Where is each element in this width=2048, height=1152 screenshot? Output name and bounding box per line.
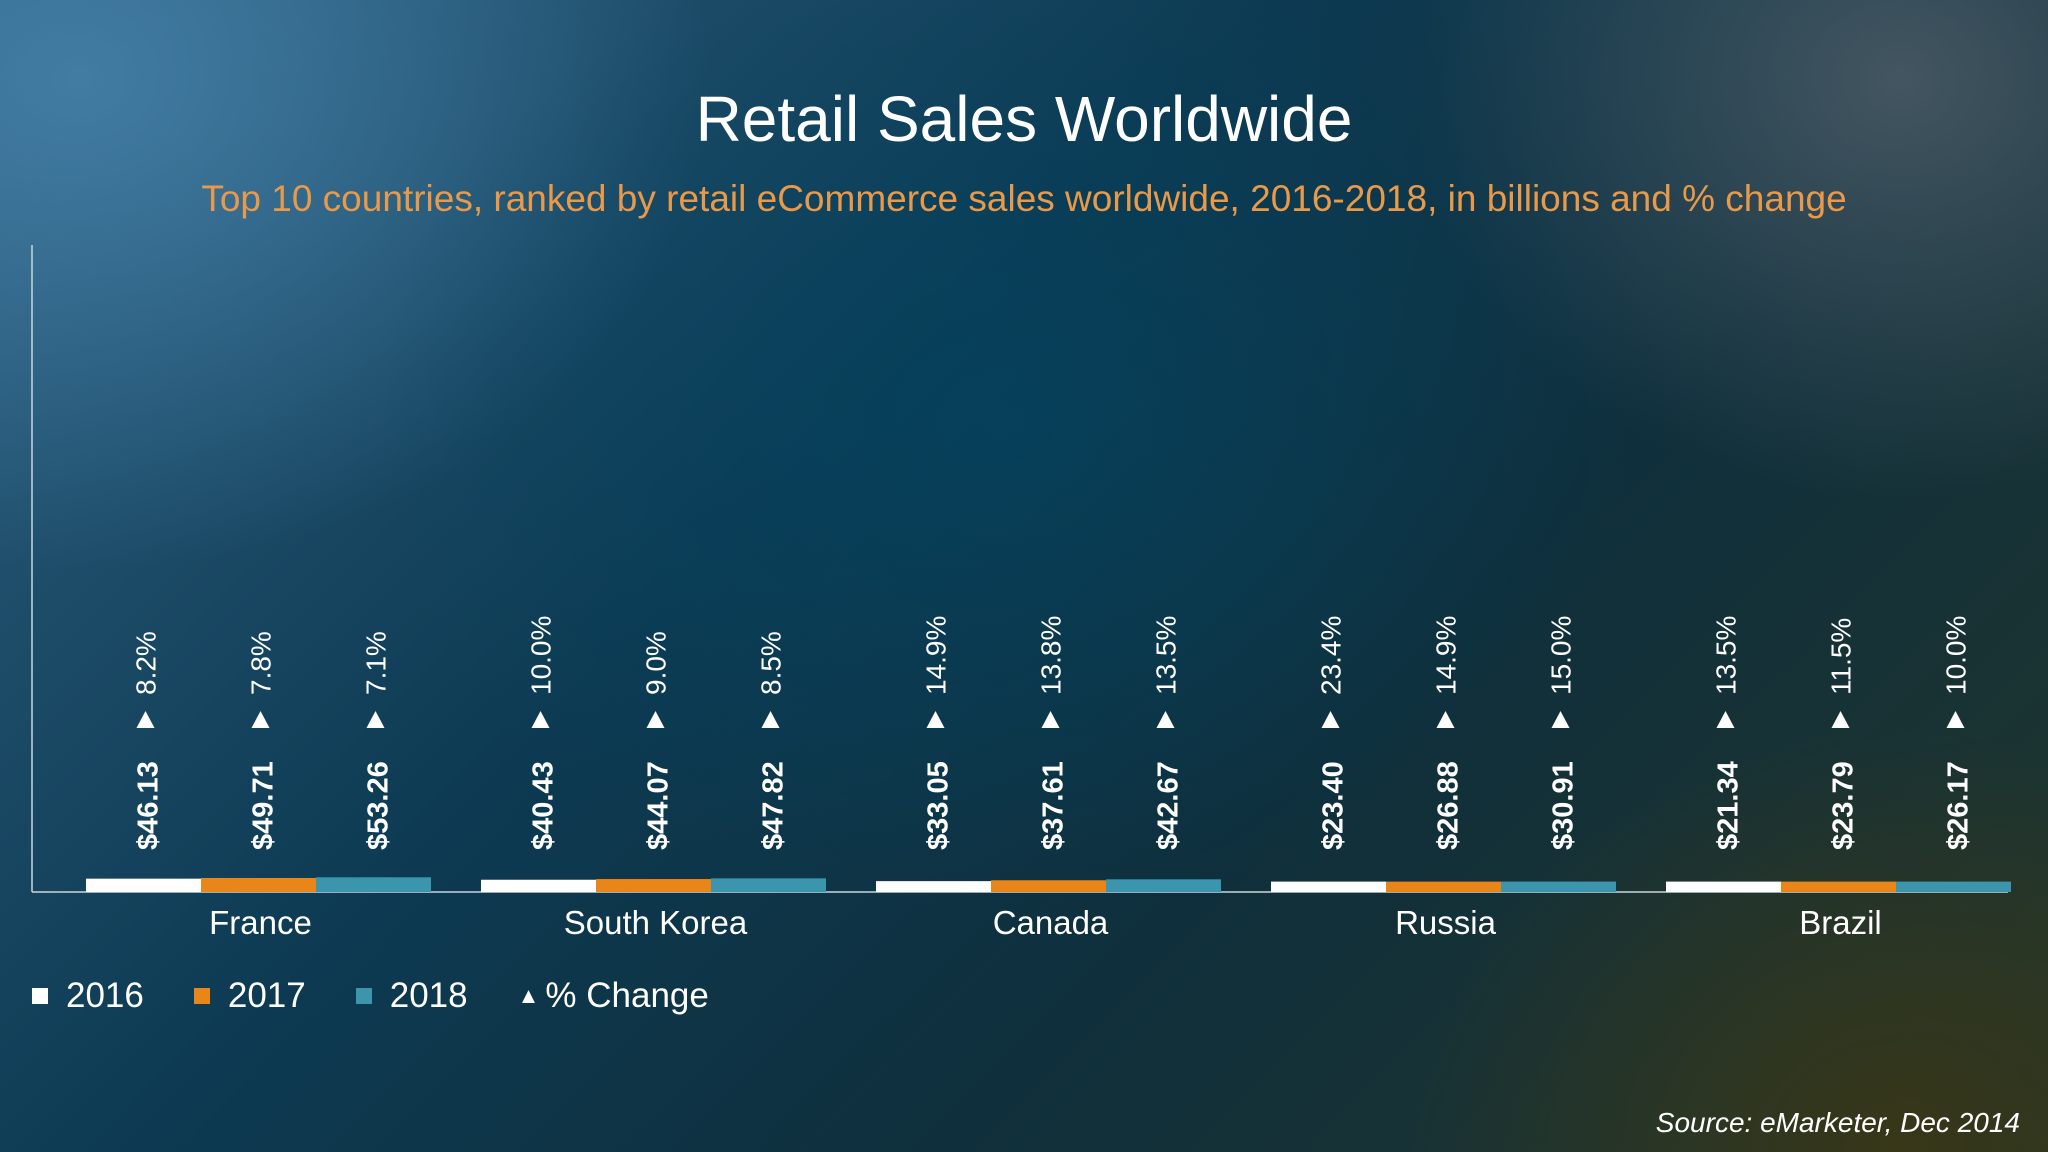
bar-2017-canada	[991, 880, 1106, 892]
bar-2017-france	[201, 877, 316, 892]
change-label: 7.8%	[246, 631, 277, 695]
change-label: 14.9%	[1431, 616, 1462, 695]
bar-2018-south-korea	[711, 878, 826, 892]
data-label: $53.26	[363, 761, 395, 850]
chart-title: Retail Sales Worldwide	[695, 83, 1353, 155]
data-label: $49.71	[248, 761, 280, 850]
bar-2017-russia	[1386, 881, 1501, 892]
data-label: $40.43	[528, 761, 560, 850]
change-triangle-icon	[136, 711, 155, 728]
chart-subtitle: Top 10 countries, ranked by retail eComm…	[201, 178, 1847, 219]
change-label: 8.2%	[131, 631, 162, 695]
bar-2018-france	[316, 877, 431, 892]
bar-2016-canada	[876, 881, 991, 892]
data-label: $21.34	[1713, 761, 1745, 850]
legend-item-2018: 2018	[355, 976, 468, 1016]
bar-2016-brazil	[1666, 881, 1781, 892]
legend: 2016 2017 2018 ▲ % Change	[32, 972, 759, 1020]
data-label: $26.88	[1433, 761, 1465, 850]
category-label: Russia	[1395, 904, 1497, 941]
data-label: $33.05	[923, 761, 955, 850]
bar-2016-france	[86, 878, 201, 892]
change-triangle-icon	[1156, 711, 1175, 728]
data-label: $44.07	[643, 761, 675, 850]
bar-2016-south-korea	[481, 879, 596, 892]
data-label: $46.13	[133, 761, 165, 850]
bar-2018-brazil	[1896, 881, 2011, 892]
change-label: 10.0%	[526, 616, 557, 695]
legend-swatch-2018	[355, 988, 372, 1004]
change-label: 9.0%	[641, 631, 672, 695]
legend-item-2016: 2016	[32, 976, 144, 1016]
data-label: $23.40	[1318, 761, 1350, 850]
change-triangle-icon	[1716, 711, 1735, 728]
source-note: Source: eMarketer, Dec 2014	[1655, 1107, 2020, 1138]
change-triangle-icon	[1321, 711, 1340, 728]
category-label: France	[209, 904, 312, 941]
bar-2017-south-korea	[596, 879, 711, 892]
legend-label-change: % Change	[545, 976, 709, 1015]
legend-label-2017: 2017	[227, 976, 306, 1015]
change-label: 15.0%	[1546, 616, 1577, 695]
change-triangle-icon	[926, 711, 945, 728]
category-label: South Korea	[564, 904, 748, 941]
change-triangle-icon	[646, 711, 665, 728]
bar-2016-russia	[1271, 881, 1386, 892]
change-label: 23.4%	[1316, 616, 1347, 695]
change-triangle-icon	[366, 711, 385, 728]
data-label: $47.82	[758, 761, 790, 850]
data-label: $23.79	[1828, 761, 1860, 850]
data-label: $30.91	[1548, 761, 1580, 850]
change-label: 13.8%	[1036, 616, 1067, 695]
change-label: 13.5%	[1151, 616, 1182, 695]
change-triangle-icon	[531, 711, 550, 728]
change-label: 14.9%	[921, 616, 952, 695]
change-label: 11.5%	[1826, 618, 1857, 695]
change-label: 7.1%	[361, 631, 392, 695]
legend-swatch-2017	[193, 988, 210, 1004]
bar-2018-canada	[1106, 879, 1221, 892]
bar-2018-russia	[1501, 881, 1616, 892]
change-label: 10.0%	[1941, 616, 1972, 695]
change-triangle-icon	[1436, 711, 1455, 728]
change-triangle-icon	[1946, 711, 1965, 728]
bar-2017-brazil	[1781, 881, 1896, 892]
change-triangle-icon	[1831, 711, 1850, 728]
change-label: 8.5%	[756, 631, 787, 695]
change-label: 13.5%	[1711, 616, 1742, 695]
change-triangle-icon	[761, 711, 780, 728]
change-triangle-icon	[1041, 711, 1060, 728]
change-triangle-icon	[1551, 711, 1570, 728]
legend-label-2016: 2016	[66, 976, 144, 1015]
category-label: Canada	[993, 904, 1109, 941]
data-label: $42.67	[1153, 761, 1185, 850]
category-label: Brazil	[1799, 904, 1882, 941]
triangle-up-icon: ▲	[517, 983, 540, 1008]
legend-label-2018: 2018	[389, 976, 468, 1015]
data-label: $37.61	[1038, 761, 1070, 850]
change-triangle-icon	[251, 711, 270, 728]
legend-item-2017: 2017	[193, 976, 306, 1016]
legend-item-change: ▲ % Change	[518, 976, 709, 1016]
data-label: $26.17	[1943, 761, 1975, 850]
legend-swatch-2016	[32, 988, 48, 1004]
